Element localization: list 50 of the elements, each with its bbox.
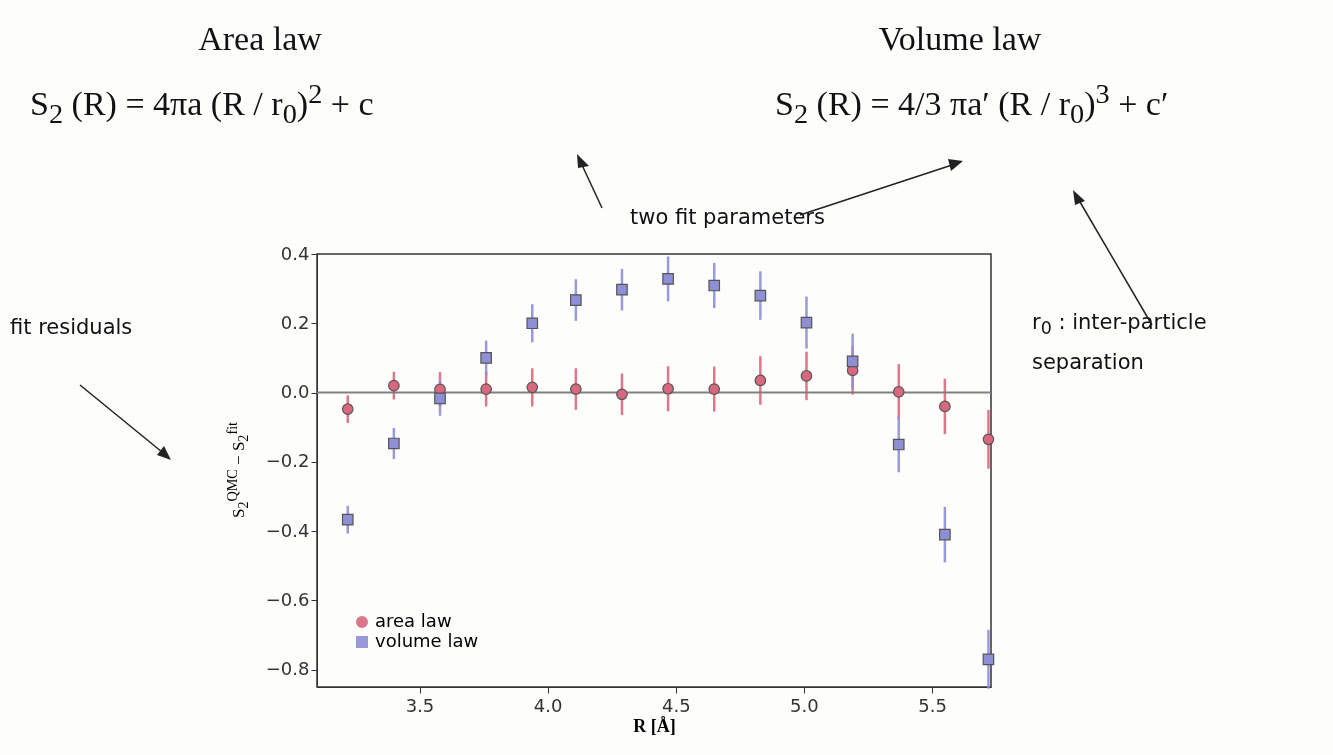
legend-label: volume law xyxy=(375,630,479,651)
text: S$_{2}$ (R) = 4πa (R / r$_{0}$)$^{2}$ + c xyxy=(30,78,374,131)
point xyxy=(982,433,995,446)
text: S$_{2}$ (R) = 4/3 πa′ (R / r$_{0}$)$^{3}$ + c′ xyxy=(775,78,1169,131)
x-tick-label: 4.5 xyxy=(661,694,691,716)
text: r$_{0}$ : inter-particle separation xyxy=(1032,309,1208,377)
y-tick-label: 0.4 xyxy=(280,242,310,264)
x-tick-label: 3.5 xyxy=(405,694,435,716)
point xyxy=(616,388,628,401)
text: Volume law xyxy=(878,20,1042,58)
point xyxy=(800,370,813,382)
point xyxy=(982,653,995,666)
point xyxy=(388,379,400,392)
point xyxy=(754,289,767,302)
point xyxy=(341,513,354,526)
y-tick-label: −0.2 xyxy=(265,450,310,472)
point xyxy=(708,383,721,395)
point xyxy=(708,279,721,292)
point xyxy=(434,392,446,405)
x-tick-label: 4.0 xyxy=(533,694,563,716)
y-tick-label: 0.0 xyxy=(280,381,310,403)
point xyxy=(846,355,859,368)
x-tick-label: 5.0 xyxy=(790,694,819,716)
text: Area law xyxy=(198,20,322,58)
point xyxy=(662,273,674,285)
point xyxy=(480,352,492,364)
x-tick-label: 5.5 xyxy=(918,694,947,716)
point xyxy=(892,386,905,398)
point xyxy=(939,400,951,413)
y-tick-label: −0.4 xyxy=(265,519,310,541)
text: two fit parameters xyxy=(630,205,825,229)
point xyxy=(526,381,539,394)
point xyxy=(388,437,400,450)
point xyxy=(800,316,813,329)
y-tick-label: −0.8 xyxy=(265,658,310,680)
point xyxy=(616,283,628,296)
point xyxy=(526,317,539,330)
point xyxy=(480,383,492,395)
point xyxy=(569,294,582,306)
x-axis-title: R [Å] xyxy=(633,715,676,736)
point xyxy=(892,438,905,451)
legend-label: area law xyxy=(375,610,452,631)
point xyxy=(569,383,582,395)
point xyxy=(341,403,354,416)
point xyxy=(939,528,951,541)
text: fit residuals xyxy=(10,315,133,339)
point xyxy=(754,374,767,387)
y-tick-label: −0.6 xyxy=(265,588,310,610)
point xyxy=(662,382,674,395)
y-tick-label: 0.2 xyxy=(280,311,310,333)
